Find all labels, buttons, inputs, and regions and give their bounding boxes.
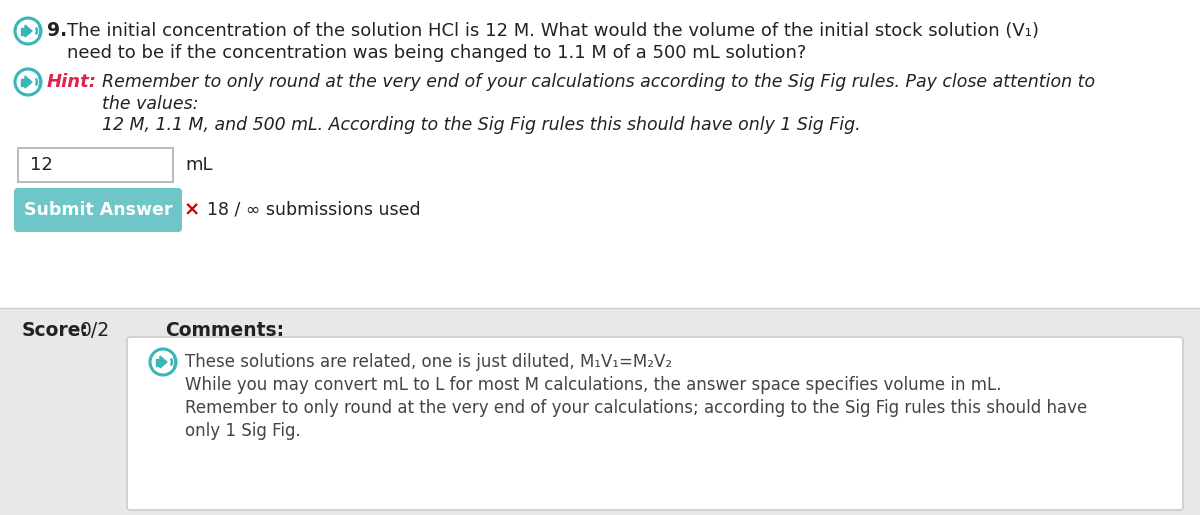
- Text: need to be if the concentration was being changed to 1.1 M of a 500 mL solution?: need to be if the concentration was bein…: [67, 44, 806, 62]
- FancyBboxPatch shape: [156, 358, 160, 366]
- FancyBboxPatch shape: [14, 188, 182, 232]
- Polygon shape: [160, 356, 167, 368]
- FancyBboxPatch shape: [18, 148, 173, 182]
- Text: 18 / ∞ submissions used: 18 / ∞ submissions used: [208, 201, 421, 219]
- Text: mL: mL: [185, 156, 212, 174]
- Text: Score:: Score:: [22, 320, 89, 339]
- Text: 9.: 9.: [47, 22, 67, 41]
- Text: ×: ×: [184, 200, 200, 219]
- Text: Remember to only round at the very end of your calculations; according to the Si: Remember to only round at the very end o…: [185, 399, 1087, 417]
- FancyBboxPatch shape: [0, 308, 1200, 515]
- Text: 12: 12: [30, 156, 53, 174]
- Text: only 1 Sig Fig.: only 1 Sig Fig.: [185, 422, 301, 440]
- Text: Remember to only round at the very end of your calculations according to the Sig: Remember to only round at the very end o…: [102, 73, 1096, 91]
- FancyBboxPatch shape: [22, 78, 25, 85]
- Text: 12 M, 1.1 M, and 500 mL. According to the Sig Fig rules this should have only 1 : 12 M, 1.1 M, and 500 mL. According to th…: [102, 116, 860, 134]
- Text: the values:: the values:: [102, 95, 198, 113]
- Polygon shape: [25, 76, 32, 88]
- Text: While you may convert mL to L for most M calculations, the answer space specifie: While you may convert mL to L for most M…: [185, 376, 1002, 394]
- Text: Comments:: Comments:: [166, 320, 284, 339]
- Circle shape: [150, 349, 176, 375]
- Polygon shape: [25, 25, 32, 37]
- Text: The initial concentration of the solution HCl is 12 M. What would the volume of : The initial concentration of the solutio…: [67, 22, 1039, 40]
- Text: Submit Answer: Submit Answer: [24, 201, 173, 219]
- Circle shape: [14, 18, 41, 44]
- Circle shape: [14, 69, 41, 95]
- Text: These solutions are related, one is just diluted, M₁V₁=M₂V₂: These solutions are related, one is just…: [185, 353, 672, 371]
- FancyBboxPatch shape: [22, 27, 25, 35]
- FancyBboxPatch shape: [127, 337, 1183, 510]
- Text: Hint:: Hint:: [47, 73, 97, 91]
- Text: 0/2: 0/2: [80, 320, 110, 339]
